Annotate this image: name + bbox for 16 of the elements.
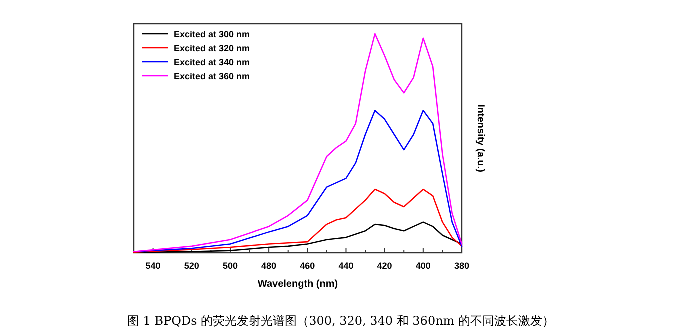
x-axis-title: Wavelength (nm) <box>258 279 338 290</box>
x-tick-label: 420 <box>377 261 392 271</box>
x-tick-label: 400 <box>416 261 431 271</box>
x-tick-label: 500 <box>222 261 238 271</box>
legend-label: Excited at 360 nm <box>174 72 250 82</box>
x-tick-label: 520 <box>184 261 200 271</box>
legend-label: Excited at 340 nm <box>174 58 250 68</box>
legend-label: Excited at 300 nm <box>174 30 250 40</box>
x-tick-label: 380 <box>454 261 470 271</box>
caption: 图 1 BPQDs 的荧光发射光谱图（300, 320, 340 和 360nm 的不同波长激发） <box>127 314 555 328</box>
legend-label: Excited at 320 nm <box>174 44 250 54</box>
x-tick-label: 480 <box>262 261 277 271</box>
x-tick-label: 460 <box>300 261 316 271</box>
x-tick-label: 440 <box>338 261 354 271</box>
x-tick-label: 540 <box>146 261 161 271</box>
y-axis-title: Intensity (a.u.) <box>475 104 486 172</box>
